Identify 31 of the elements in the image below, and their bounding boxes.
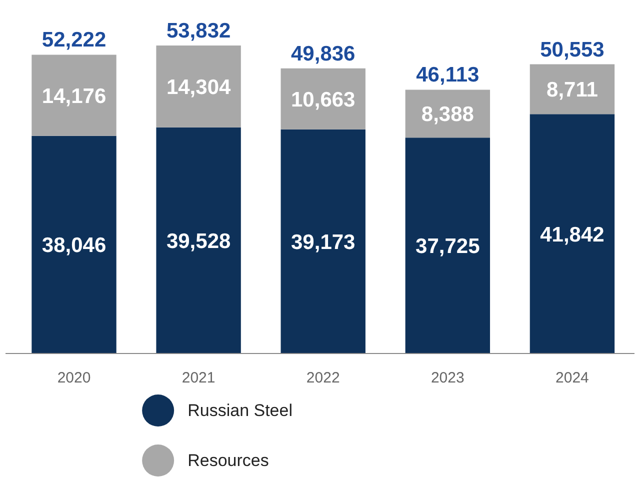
data-label: 38,046: [42, 234, 106, 258]
total-label: 53,832: [166, 20, 231, 43]
data-label: 14,176: [42, 84, 106, 108]
data-label: 37,725: [416, 235, 480, 258]
data-label: 39,528: [166, 230, 231, 253]
bar: [280, 129, 366, 354]
data-label: 14,304: [166, 76, 231, 99]
total-label: 46,113: [416, 64, 480, 87]
legend-label: Russian Steel: [188, 401, 292, 420]
bar: [156, 46, 241, 128]
bar: [156, 127, 241, 354]
total-label: 49,836: [291, 42, 356, 66]
total-label: 50,553: [540, 38, 604, 62]
bar: [280, 68, 366, 130]
bar: [530, 114, 615, 354]
x-tick-label: 2022: [306, 370, 340, 386]
x-tick-label: 2023: [430, 370, 464, 386]
data-label: 8,388: [421, 103, 474, 126]
bar: [32, 54, 116, 136]
bar: [32, 136, 116, 354]
legend-label: Resources: [188, 451, 269, 470]
total-label: 52,222: [42, 28, 106, 52]
x-tick-label: 2024: [556, 370, 589, 386]
bar: [530, 64, 615, 114]
data-label: 10,663: [291, 88, 356, 112]
bar: [405, 138, 490, 354]
x-tick-label: 2020: [57, 370, 91, 386]
data-label: 8,711: [546, 78, 598, 102]
data-label: 41,842: [540, 223, 604, 246]
x-tick-label: 2021: [182, 370, 216, 386]
data-label: 39,173: [291, 230, 356, 254]
